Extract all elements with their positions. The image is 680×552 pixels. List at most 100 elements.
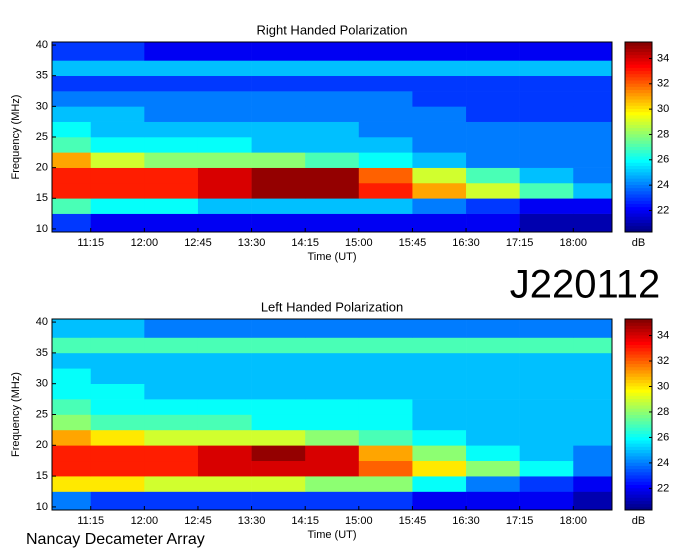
heatmap-cell [519, 75, 574, 92]
heatmap-cell [466, 75, 520, 92]
colorbar-step [625, 152, 652, 157]
colorbar-step [625, 143, 652, 147]
colorbar-step [625, 398, 652, 403]
colorbar-step [625, 83, 652, 87]
colorbar-step [625, 222, 652, 227]
heatmap-cell [197, 460, 252, 477]
heatmap-cell [144, 75, 199, 92]
colorbar-step [625, 455, 652, 460]
heatmap-cell [358, 491, 413, 511]
colorbar-step [625, 417, 652, 422]
heatmap-cell [144, 60, 199, 77]
heatmap-cell [466, 414, 520, 431]
heatmap-cell [197, 319, 252, 338]
heatmap-cell [519, 121, 574, 138]
heatmap-cell [90, 167, 145, 184]
heatmap-cell [90, 106, 145, 122]
colorbar-step [625, 411, 652, 415]
heatmap-cell [197, 42, 252, 61]
heatmap-cell [251, 368, 306, 384]
heatmap-cell [197, 476, 252, 492]
heatmap-cell [251, 91, 306, 107]
heatmap-cell [358, 368, 413, 384]
colorbar-step [625, 471, 652, 476]
colorbar-tick-label: 22 [657, 482, 669, 494]
heatmap-cell [412, 399, 467, 415]
heatmap-cell [144, 383, 199, 400]
heatmap-cell [573, 368, 613, 384]
heatmap-cell [466, 182, 520, 199]
heatmap-cell [466, 429, 520, 446]
heatmap-cell [358, 121, 413, 138]
heatmap-cell [90, 368, 145, 384]
heatmap-cell [197, 152, 252, 168]
x-tick-label: 18:00 [560, 515, 588, 527]
heatmap-cell [90, 42, 145, 61]
colorbar-step [625, 392, 652, 396]
y-tick-label: 35 [36, 347, 48, 359]
colorbar-step [625, 121, 652, 125]
heatmap-cell [519, 399, 574, 415]
heatmap-cell [251, 60, 306, 77]
heatmap-cell [305, 106, 360, 122]
heatmap-cell [144, 198, 199, 214]
y-tick-label: 40 [36, 316, 48, 328]
heatmap-cell [466, 106, 520, 122]
y-tick-label: 20 [36, 439, 48, 451]
x-tick-label: 17:15 [506, 515, 534, 527]
heatmap-cell [90, 198, 145, 214]
colorbar-step [625, 184, 652, 189]
heatmap-cell [412, 42, 467, 61]
colorbar-step [625, 459, 652, 463]
heatmap-cell [412, 383, 467, 400]
heatmap-cell [251, 167, 306, 184]
heatmap-cell [144, 337, 199, 354]
colorbar-step [625, 42, 652, 46]
heatmap-cell [52, 42, 92, 61]
heatmap-cell [90, 182, 145, 199]
heatmap-cell [573, 182, 613, 199]
heatmap-cell [519, 352, 574, 369]
x-tick-label: 15:45 [399, 515, 427, 527]
heatmap-cell [466, 213, 520, 233]
heatmap-cell [144, 352, 199, 369]
heatmap-cell [412, 106, 467, 122]
y-tick-label: 35 [36, 70, 48, 82]
x-tick-label: 18:00 [560, 237, 588, 249]
heatmap-cell [412, 476, 467, 492]
heatmap-cell [52, 198, 92, 214]
heatmap-cell [358, 213, 413, 233]
colorbar-step [625, 503, 652, 508]
x-tick-label: 15:45 [399, 237, 427, 249]
colorbar-step [625, 219, 652, 223]
colorbar-frame [624, 318, 653, 511]
y-tick-label: 15 [36, 192, 48, 204]
heatmap-cell [251, 445, 306, 462]
heatmap-cell [573, 352, 613, 369]
heatmap-cell [412, 182, 467, 199]
heatmap-cell [197, 414, 252, 431]
colorbar-step [625, 408, 652, 412]
heatmap-cell [197, 60, 252, 77]
heatmap-cell [90, 460, 145, 477]
heatmap-cell [573, 476, 613, 492]
heatmap-cell [90, 352, 145, 369]
heatmap-cell [197, 91, 252, 107]
heatmap-cell [305, 383, 360, 400]
colorbar-step [625, 213, 652, 217]
heatmap-cell [412, 213, 467, 233]
colorbar-step [625, 452, 652, 457]
x-tick-label: 15:00 [345, 237, 373, 249]
colorbar-tick-label: 32 [657, 78, 669, 90]
colorbar-step [625, 64, 652, 68]
heatmap-cell [251, 337, 306, 354]
heatmap-cell [251, 182, 306, 199]
heatmap-cell [519, 182, 574, 199]
heatmap-cell [52, 106, 92, 122]
colorbar-step [625, 48, 652, 52]
heatmap-cell [358, 414, 413, 431]
heatmap-cell [305, 167, 360, 184]
heatmap-cell [52, 75, 92, 92]
colorbar-step [625, 45, 652, 49]
